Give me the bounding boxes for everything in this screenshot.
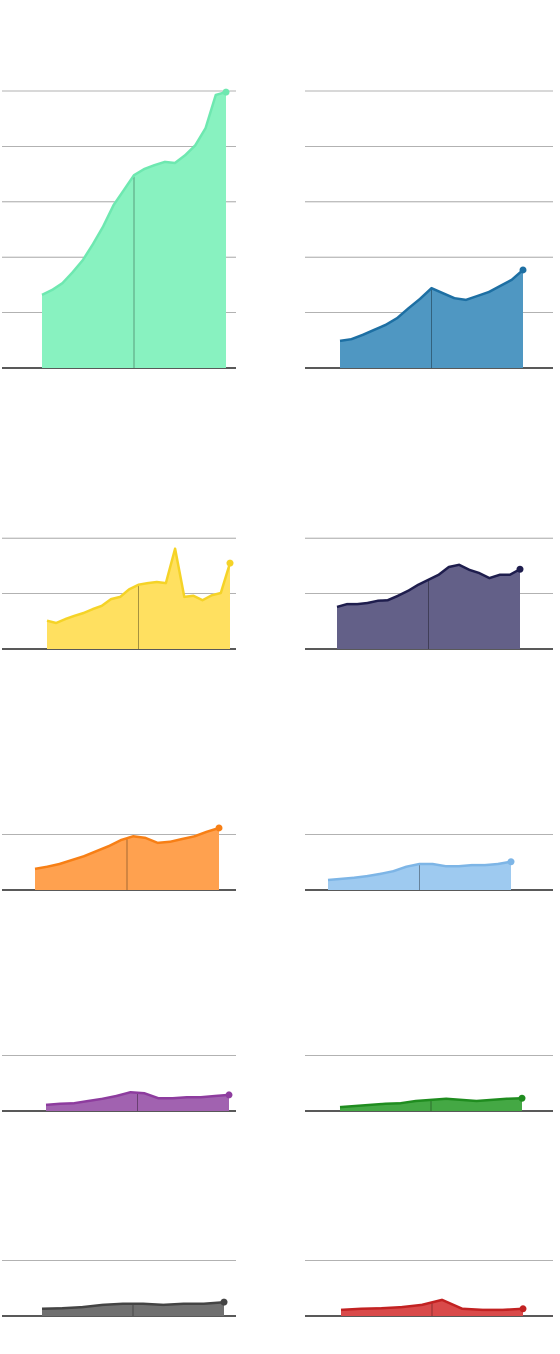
line xyxy=(339,268,524,343)
line xyxy=(34,826,220,871)
area xyxy=(328,861,511,890)
end-dot xyxy=(222,88,230,96)
line xyxy=(45,1090,230,1107)
end-dot xyxy=(226,559,234,567)
area xyxy=(35,828,219,890)
line xyxy=(327,860,512,882)
line xyxy=(340,1298,524,1312)
end-dot xyxy=(220,1298,228,1306)
end-dot xyxy=(518,1094,526,1102)
area xyxy=(46,1092,229,1111)
end-dot xyxy=(519,266,527,274)
area xyxy=(42,92,226,368)
area xyxy=(42,1302,224,1316)
end-dot xyxy=(507,858,515,866)
end-dot xyxy=(225,1091,233,1099)
line xyxy=(46,547,232,625)
line xyxy=(41,90,227,297)
end-dot xyxy=(519,1305,527,1313)
area xyxy=(341,1299,523,1316)
line xyxy=(336,563,521,609)
area xyxy=(337,564,520,649)
end-dot xyxy=(215,824,223,832)
area xyxy=(340,269,523,368)
area xyxy=(47,548,230,649)
line xyxy=(41,1300,225,1311)
end-dot xyxy=(516,565,524,573)
line xyxy=(339,1097,523,1109)
